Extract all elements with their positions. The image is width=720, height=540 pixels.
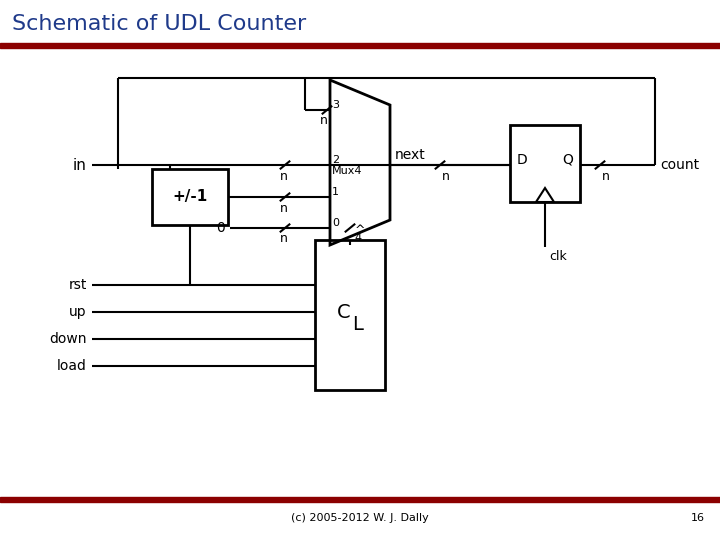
Text: D: D xyxy=(517,152,528,166)
Bar xyxy=(0,43,720,48)
Text: n: n xyxy=(602,170,610,183)
Bar xyxy=(510,125,580,202)
Text: n: n xyxy=(280,201,288,214)
Text: next: next xyxy=(395,148,426,162)
Text: (c) 2005-2012 W. J. Dally: (c) 2005-2012 W. J. Dally xyxy=(291,513,429,523)
Bar xyxy=(0,497,720,502)
Text: 3: 3 xyxy=(332,100,339,110)
Text: L: L xyxy=(353,314,364,334)
Text: Schematic of UDL Counter: Schematic of UDL Counter xyxy=(12,14,306,34)
Text: 1: 1 xyxy=(332,187,339,197)
Text: n: n xyxy=(442,170,450,183)
Text: C: C xyxy=(337,303,351,322)
Text: rst: rst xyxy=(68,278,87,292)
Text: down: down xyxy=(50,332,87,346)
Bar xyxy=(315,240,385,390)
Bar xyxy=(152,169,228,225)
Text: Mux4: Mux4 xyxy=(332,165,362,176)
Text: load: load xyxy=(57,359,87,373)
Text: ^: ^ xyxy=(355,224,365,237)
Text: 0: 0 xyxy=(332,218,339,228)
Text: Q: Q xyxy=(562,152,573,166)
Text: n: n xyxy=(280,170,288,183)
Text: n: n xyxy=(320,114,328,127)
Text: +/-1: +/-1 xyxy=(172,190,207,205)
Text: clk: clk xyxy=(549,250,567,263)
Text: up: up xyxy=(69,305,87,319)
Text: count: count xyxy=(660,158,699,172)
Text: 2: 2 xyxy=(332,155,339,165)
Text: in: in xyxy=(73,158,87,172)
Text: 4: 4 xyxy=(354,233,361,243)
Text: 16: 16 xyxy=(691,513,705,523)
Text: 0: 0 xyxy=(216,221,225,235)
Text: n: n xyxy=(280,233,288,246)
